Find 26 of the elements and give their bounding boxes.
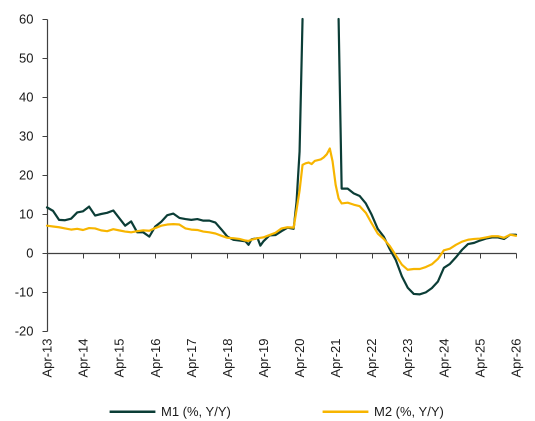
x-tick-label: Apr-15 [112,338,127,378]
y-tick-label: 50 [19,50,34,66]
y-tick-label: 0 [26,246,34,260]
x-tick-label: Apr-26 [508,338,524,378]
y-tick-label: 30 [19,128,34,144]
y-tick-label: 60 [19,12,34,26]
x-tick-label: Apr-24 [436,338,452,378]
y-tick-label: -10 [14,284,34,300]
x-tick-label: Apr-14 [76,338,91,378]
x-tick-label: Apr-19 [256,338,271,378]
x-tick-label: Apr-25 [472,338,488,378]
y-tick-label: 40 [19,90,34,104]
x-tick-label: Apr-23 [400,338,416,378]
x-tick-label: Apr-17 [184,338,199,378]
y-tick-label: 10 [19,206,34,222]
x-tick-label: Apr-18 [220,338,235,378]
legend-label: M2 (%, Y/Y) [374,404,444,419]
x-tick-label: Apr-20 [292,338,308,378]
y-tick-label: -20 [14,324,34,338]
y-tick-label: 20 [19,168,34,182]
x-tick-label: Apr-16 [148,338,163,378]
line-series [46,147,518,271]
x-tick-label: Apr-22 [364,338,380,378]
legend-label: M1 (%, Y/Y) [161,404,231,419]
x-tick-label: Apr-13 [40,338,54,378]
x-tick-label: Apr-21 [328,338,344,378]
